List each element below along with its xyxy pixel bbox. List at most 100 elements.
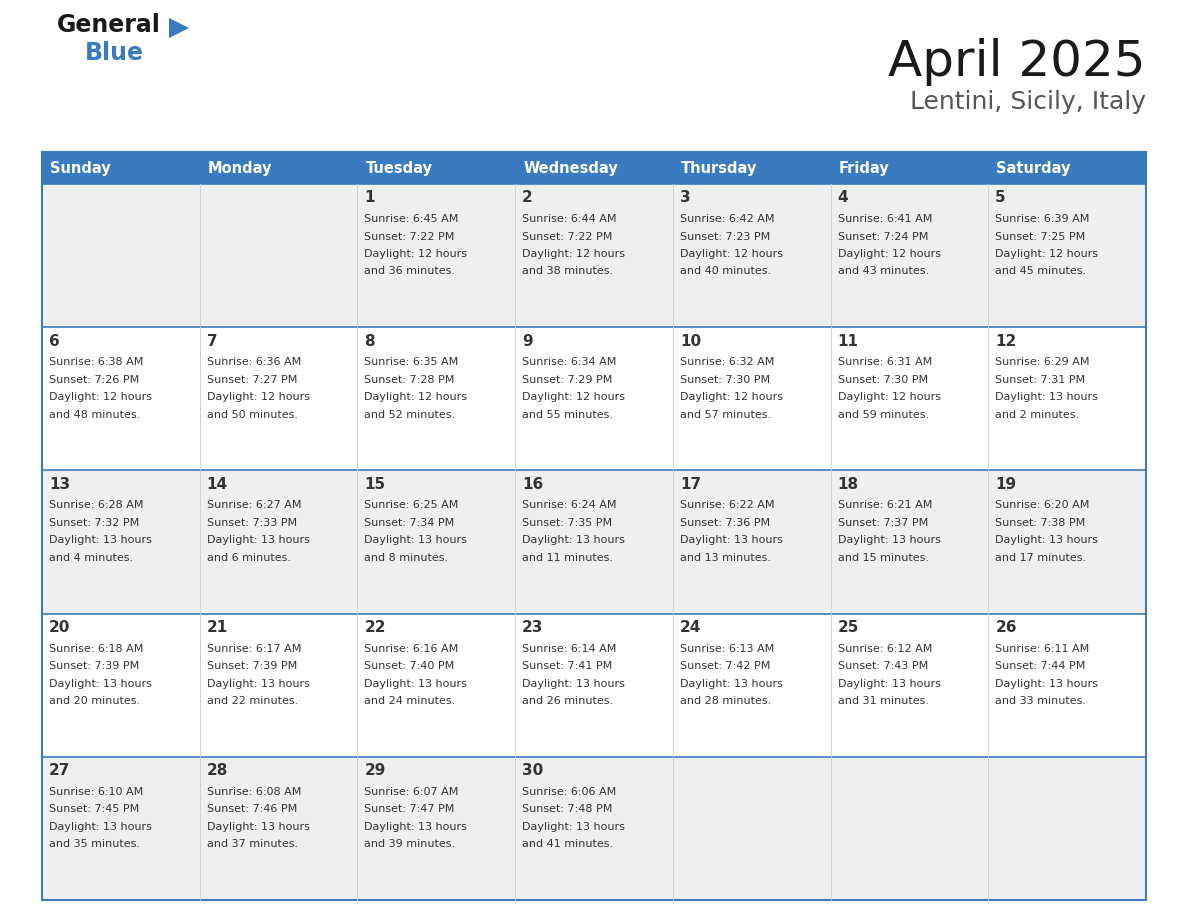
Text: Sunrise: 6:16 AM: Sunrise: 6:16 AM	[365, 644, 459, 654]
Text: Wednesday: Wednesday	[523, 161, 618, 175]
Text: Daylight: 12 hours: Daylight: 12 hours	[523, 249, 625, 259]
Text: 27: 27	[49, 763, 70, 778]
Bar	[830, 756, 988, 900]
Bar	[830, 184, 988, 327]
Bar	[516, 613, 672, 756]
Text: Sunday: Sunday	[50, 161, 110, 175]
Bar	[200, 613, 358, 756]
Bar	[358, 184, 516, 327]
Text: Sunrise: 6:18 AM: Sunrise: 6:18 AM	[49, 644, 144, 654]
Text: Daylight: 13 hours: Daylight: 13 hours	[838, 678, 941, 688]
Bar	[988, 470, 1146, 613]
Text: Daylight: 13 hours: Daylight: 13 hours	[838, 535, 941, 545]
Bar	[358, 152, 516, 184]
Text: April 2025: April 2025	[889, 38, 1146, 86]
Text: 24: 24	[680, 620, 701, 635]
Text: 3: 3	[680, 191, 690, 206]
Bar	[516, 184, 672, 327]
Text: Sunrise: 6:25 AM: Sunrise: 6:25 AM	[365, 500, 459, 510]
Bar	[516, 327, 672, 470]
Text: Sunrise: 6:31 AM: Sunrise: 6:31 AM	[838, 357, 931, 367]
Text: Daylight: 12 hours: Daylight: 12 hours	[365, 392, 467, 402]
Bar	[42, 327, 200, 470]
Text: 25: 25	[838, 620, 859, 635]
Text: 29: 29	[365, 763, 386, 778]
Bar	[830, 327, 988, 470]
Text: Tuesday: Tuesday	[366, 161, 432, 175]
Text: Sunset: 7:23 PM: Sunset: 7:23 PM	[680, 231, 770, 241]
Text: 16: 16	[523, 476, 543, 492]
Text: Sunrise: 6:29 AM: Sunrise: 6:29 AM	[996, 357, 1089, 367]
Bar	[42, 152, 200, 184]
Text: Sunrise: 6:32 AM: Sunrise: 6:32 AM	[680, 357, 775, 367]
Text: Sunrise: 6:39 AM: Sunrise: 6:39 AM	[996, 214, 1089, 224]
Text: Daylight: 13 hours: Daylight: 13 hours	[523, 535, 625, 545]
Text: Daylight: 13 hours: Daylight: 13 hours	[49, 822, 152, 832]
Text: and 15 minutes.: and 15 minutes.	[838, 553, 929, 563]
Text: Sunset: 7:40 PM: Sunset: 7:40 PM	[365, 661, 455, 671]
Text: and 17 minutes.: and 17 minutes.	[996, 553, 1086, 563]
Text: and 33 minutes.: and 33 minutes.	[996, 696, 1086, 706]
Text: 26: 26	[996, 620, 1017, 635]
Text: 9: 9	[523, 334, 532, 349]
Text: and 43 minutes.: and 43 minutes.	[838, 266, 929, 276]
Bar	[830, 152, 988, 184]
Text: Daylight: 13 hours: Daylight: 13 hours	[207, 535, 310, 545]
Bar	[200, 756, 358, 900]
Text: Daylight: 13 hours: Daylight: 13 hours	[49, 535, 152, 545]
Text: Daylight: 12 hours: Daylight: 12 hours	[996, 249, 1098, 259]
Bar	[988, 184, 1146, 327]
Text: 7: 7	[207, 334, 217, 349]
Text: Daylight: 13 hours: Daylight: 13 hours	[207, 822, 310, 832]
Text: Sunset: 7:39 PM: Sunset: 7:39 PM	[49, 661, 139, 671]
Text: Sunrise: 6:45 AM: Sunrise: 6:45 AM	[365, 214, 459, 224]
Text: Daylight: 13 hours: Daylight: 13 hours	[365, 535, 467, 545]
Bar	[988, 327, 1146, 470]
Text: Daylight: 12 hours: Daylight: 12 hours	[49, 392, 152, 402]
Bar	[830, 470, 988, 613]
Text: and 40 minutes.: and 40 minutes.	[680, 266, 771, 276]
Text: 1: 1	[365, 191, 375, 206]
Text: Sunrise: 6:21 AM: Sunrise: 6:21 AM	[838, 500, 931, 510]
Text: 5: 5	[996, 191, 1006, 206]
Text: and 13 minutes.: and 13 minutes.	[680, 553, 771, 563]
Text: Daylight: 13 hours: Daylight: 13 hours	[680, 678, 783, 688]
Bar	[516, 470, 672, 613]
Text: and 20 minutes.: and 20 minutes.	[49, 696, 140, 706]
Text: Sunset: 7:25 PM: Sunset: 7:25 PM	[996, 231, 1086, 241]
Text: and 57 minutes.: and 57 minutes.	[680, 409, 771, 420]
Bar	[200, 152, 358, 184]
Text: Sunrise: 6:11 AM: Sunrise: 6:11 AM	[996, 644, 1089, 654]
Text: Daylight: 13 hours: Daylight: 13 hours	[49, 678, 152, 688]
Bar	[830, 613, 988, 756]
Bar	[358, 756, 516, 900]
Text: Sunset: 7:41 PM: Sunset: 7:41 PM	[523, 661, 612, 671]
Bar	[672, 613, 830, 756]
Text: 14: 14	[207, 476, 228, 492]
Text: Daylight: 12 hours: Daylight: 12 hours	[838, 392, 941, 402]
Text: Sunset: 7:28 PM: Sunset: 7:28 PM	[365, 375, 455, 385]
Text: Sunset: 7:33 PM: Sunset: 7:33 PM	[207, 518, 297, 528]
Text: and 22 minutes.: and 22 minutes.	[207, 696, 298, 706]
Bar	[988, 756, 1146, 900]
Bar	[672, 327, 830, 470]
Bar	[516, 756, 672, 900]
Text: Sunset: 7:29 PM: Sunset: 7:29 PM	[523, 375, 613, 385]
Bar	[672, 756, 830, 900]
Text: 20: 20	[49, 620, 70, 635]
Text: 2: 2	[523, 191, 533, 206]
Text: Sunrise: 6:22 AM: Sunrise: 6:22 AM	[680, 500, 775, 510]
Text: and 8 minutes.: and 8 minutes.	[365, 553, 449, 563]
Text: Lentini, Sicily, Italy: Lentini, Sicily, Italy	[910, 90, 1146, 114]
Text: and 52 minutes.: and 52 minutes.	[365, 409, 455, 420]
Text: and 39 minutes.: and 39 minutes.	[365, 839, 455, 849]
Text: Sunrise: 6:44 AM: Sunrise: 6:44 AM	[523, 214, 617, 224]
Bar	[358, 470, 516, 613]
Text: Sunrise: 6:13 AM: Sunrise: 6:13 AM	[680, 644, 775, 654]
Text: Sunset: 7:22 PM: Sunset: 7:22 PM	[523, 231, 613, 241]
Bar	[358, 613, 516, 756]
Text: Thursday: Thursday	[681, 161, 757, 175]
Bar	[42, 184, 200, 327]
Text: Sunset: 7:37 PM: Sunset: 7:37 PM	[838, 518, 928, 528]
Bar	[358, 327, 516, 470]
